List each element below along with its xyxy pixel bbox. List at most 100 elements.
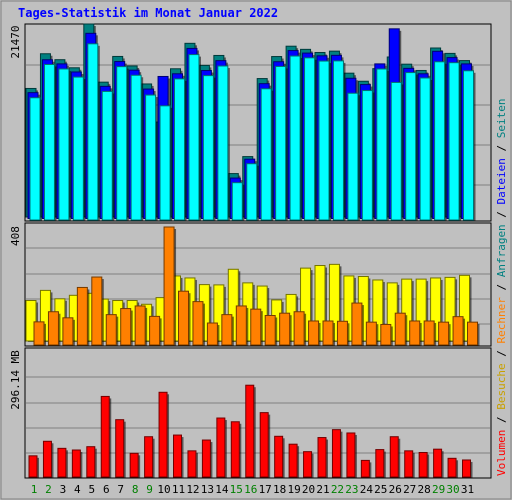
bar-seiten-day-4 (72, 76, 84, 221)
bar-seiten-day-27 (405, 72, 417, 221)
legend-text: Volumen / Besuche / Rechner / Anfragen /… (495, 98, 508, 476)
bar-seiten-day-8 (130, 74, 142, 221)
bar-rechner-day-24 (365, 321, 377, 346)
bar-volumen-day-2 (42, 440, 52, 478)
x-tick-label: 14 (215, 483, 229, 496)
legend-item-dateien: Dateien (495, 158, 508, 204)
bar-rechner-day-16 (250, 308, 262, 346)
bar-volumen-day-23 (346, 432, 356, 478)
bar-volumen-day-17 (259, 412, 269, 478)
bar-rechner-day-10 (163, 226, 175, 346)
bar-rechner-day-5 (91, 276, 103, 346)
bar-rechner-day-7 (120, 308, 132, 346)
bar-seiten-day-6 (101, 90, 113, 221)
bar-seiten-day-10 (159, 105, 171, 221)
x-tick-label: 5 (88, 483, 95, 496)
legend-item-seiten: Seiten (495, 98, 508, 138)
x-tick-label: 26 (389, 483, 402, 496)
bar-seiten-day-16 (246, 163, 258, 221)
x-tick-label: 4 (74, 483, 81, 496)
bar-rechner-day-1 (33, 321, 45, 346)
x-tick-label: 29 (432, 483, 445, 496)
bar-volumen-day-8 (129, 452, 139, 478)
bar-volumen-day-25 (375, 449, 385, 478)
x-tick-label: 23 (345, 483, 358, 496)
x-tick-label: 3 (60, 483, 67, 496)
legend-item-besuche: Besuche (495, 363, 508, 409)
bar-volumen-day-20 (303, 451, 313, 478)
bar-rechner-day-21 (322, 320, 334, 346)
bar-seiten-day-5 (87, 43, 99, 221)
bar-seiten-day-25 (376, 68, 388, 221)
legend-separator: / (495, 344, 508, 364)
panel-visits-ylabel: 408 (9, 226, 22, 246)
bar-seiten-day-28 (419, 77, 431, 221)
x-tick-label: 1 (31, 483, 38, 496)
bar-volumen-day-10 (158, 391, 168, 478)
bar-rechner-day-12 (192, 301, 204, 346)
bar-seiten-day-15 (231, 182, 243, 221)
bar-seiten-day-30 (448, 62, 460, 221)
bar-seiten-day-22 (332, 60, 344, 221)
bar-volumen-day-4 (71, 449, 81, 478)
x-tick-label: 7 (117, 483, 124, 496)
bar-seiten-day-9 (145, 94, 157, 221)
bar-seiten-day-31 (463, 70, 474, 221)
bar-volumen-day-11 (173, 434, 182, 478)
bar-volumen-day-21 (317, 437, 327, 478)
x-tick-label: 20 (302, 483, 315, 496)
bar-seiten-day-26 (390, 81, 402, 221)
bar-volumen-day-19 (288, 443, 298, 478)
x-tick-label: 31 (461, 483, 474, 496)
bar-volumen-day-14 (216, 417, 226, 478)
bar-volumen-day-9 (144, 436, 154, 478)
x-tick-label: 15 (230, 483, 243, 496)
bar-rechner-day-13 (206, 322, 218, 346)
x-axis-labels: 1 2 3 4 5 6 7 8 9 10 11 12 13 14 15 16 17 18 19 20 21 22 23 24 2… (31, 483, 474, 496)
bar-seiten-day-14 (217, 65, 229, 221)
bar-volumen-day-26 (389, 436, 399, 478)
x-tick-label: 12 (186, 483, 199, 496)
x-tick-label: 22 (331, 483, 344, 496)
x-tick-label: 19 (287, 483, 300, 496)
x-tick-label: 6 (103, 483, 110, 496)
bar-volumen-day-12 (187, 450, 197, 478)
bar-seiten-day-18 (275, 65, 287, 221)
bar-rechner-day-2 (47, 311, 59, 346)
bar-volumen-day-16 (245, 384, 255, 478)
bar-volumen-day-13 (201, 439, 211, 478)
chart-title: Tages-Statistik im Monat Januar 2022 (18, 6, 278, 20)
bar-rechner-day-9 (149, 315, 161, 346)
bar-volumen-day-31 (462, 459, 471, 478)
x-tick-label: 11 (172, 483, 185, 496)
legend-item-anfragen: Anfragen (495, 224, 508, 277)
bar-volumen-day-1 (28, 455, 38, 478)
x-tick-label: 27 (403, 483, 416, 496)
panel-volume-ylabel: 296.14 MB (9, 350, 22, 410)
bar-rechner-day-27 (409, 320, 421, 346)
x-tick-label: 28 (418, 483, 431, 496)
bar-rechner-day-8 (134, 305, 146, 346)
legend: Volumen / Besuche / Rechner / Anfragen /… (495, 98, 508, 476)
legend-separator: / (495, 277, 508, 297)
bar-rechner-day-29 (438, 321, 450, 346)
bar-rechner-day-3 (62, 317, 74, 346)
x-tick-label: 13 (201, 483, 214, 496)
legend-separator: / (495, 138, 508, 158)
bar-seiten-day-13 (202, 75, 214, 221)
x-tick-label: 2 (45, 483, 52, 496)
bar-rechner-day-22 (336, 320, 348, 346)
x-tick-label: 10 (157, 483, 170, 496)
x-tick-label: 16 (244, 483, 257, 496)
bar-volumen-day-6 (100, 395, 110, 478)
bar-rechner-day-30 (452, 316, 464, 346)
x-tick-label: 9 (146, 483, 153, 496)
panel-requests-ylabel: 21470 (9, 25, 22, 58)
bar-rechner-day-17 (264, 315, 276, 346)
bar-volumen-day-22 (331, 429, 341, 478)
x-tick-label: 25 (374, 483, 387, 496)
legend-separator: / (495, 410, 508, 430)
bar-volumen-day-30 (447, 457, 457, 478)
bar-rechner-day-23 (351, 302, 363, 346)
